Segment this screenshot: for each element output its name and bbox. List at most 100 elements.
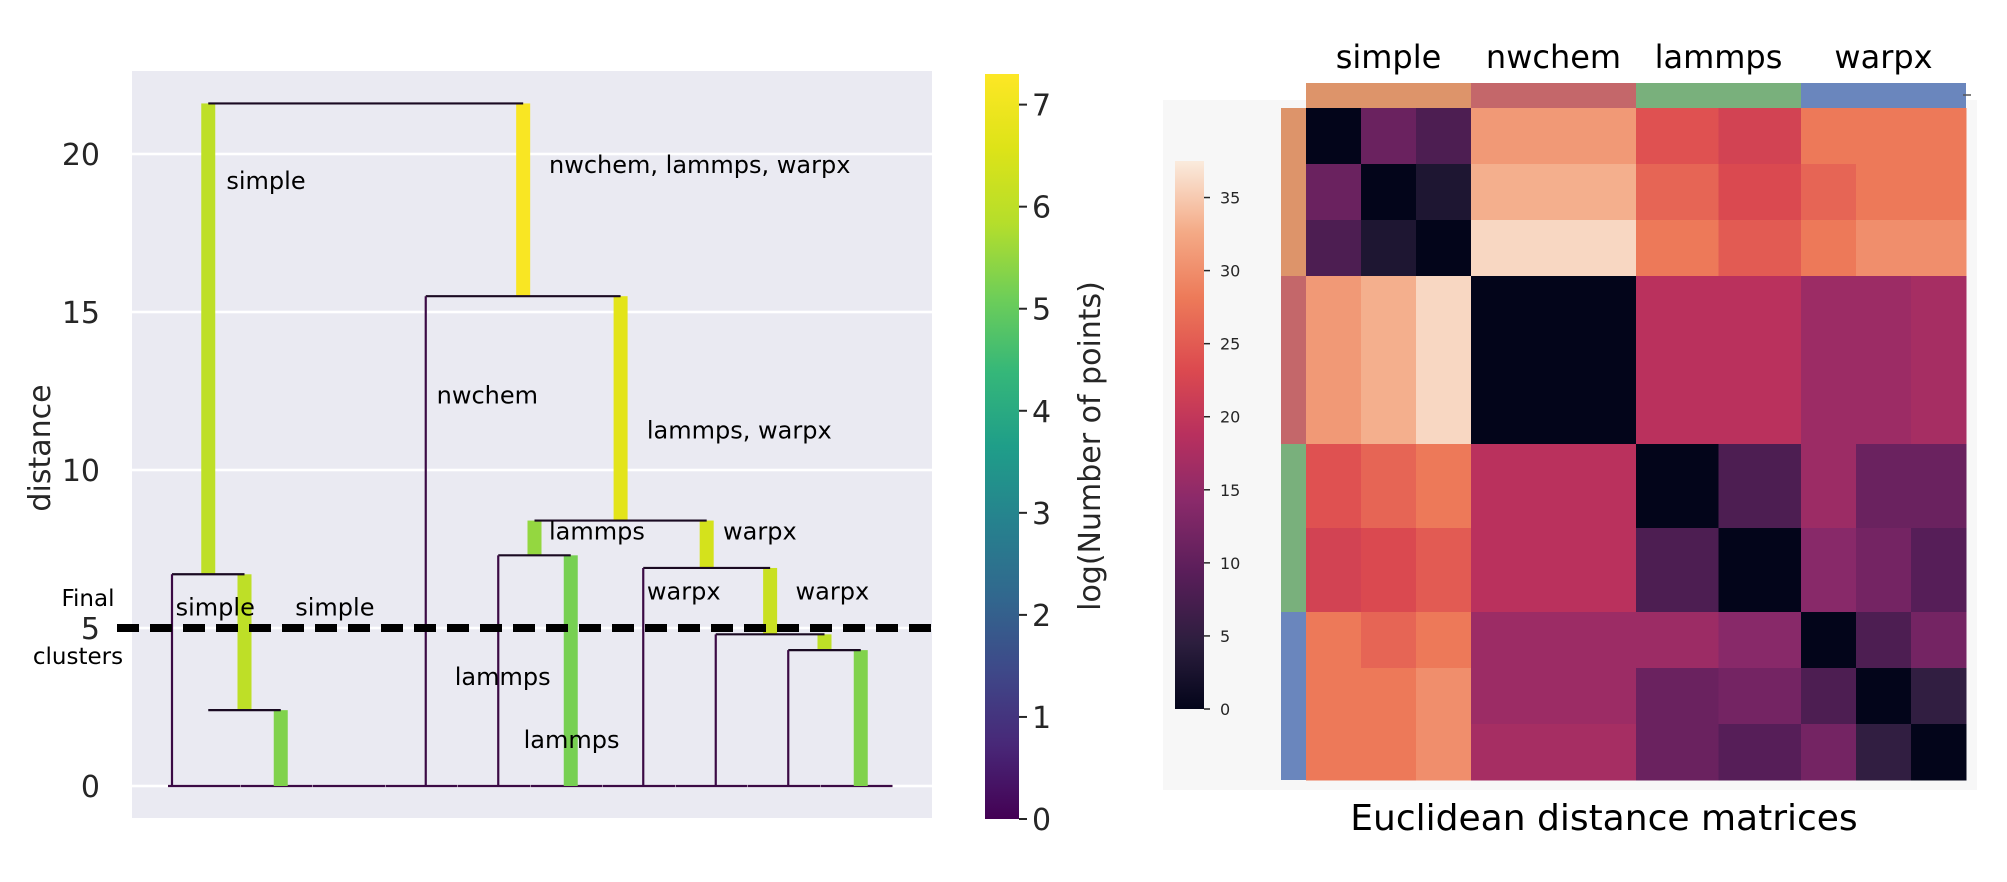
cell-6-9 xyxy=(1856,444,1912,529)
cell-3-0 xyxy=(1306,276,1362,333)
col-group-label-warpx: warpx xyxy=(1834,38,1932,76)
cell-8-3 xyxy=(1471,612,1527,669)
row-group-bar-nwchem xyxy=(1281,276,1306,444)
cell-3-2 xyxy=(1416,276,1472,333)
cell-1-10 xyxy=(1911,164,1967,221)
col-group-bar-warpx xyxy=(1801,83,1966,108)
cell-8-10 xyxy=(1911,612,1967,669)
cell-8-7 xyxy=(1718,612,1802,669)
cell-9-0 xyxy=(1306,668,1362,725)
annotation-1: nwchem, lammps, warpx xyxy=(549,151,850,179)
cell-8-1 xyxy=(1361,612,1417,669)
branch-10 xyxy=(516,103,531,297)
cell-2-6 xyxy=(1636,220,1719,277)
y-tick-label-0: 0 xyxy=(81,770,100,805)
hm-cb-tick-label-10: 10 xyxy=(1220,554,1240,573)
cell-3-4 xyxy=(1526,276,1582,333)
branch-9 xyxy=(201,103,216,575)
cell-9-9 xyxy=(1856,668,1912,725)
cell-10-3 xyxy=(1471,724,1527,781)
cell-6-6 xyxy=(1636,444,1719,529)
cell-8-6 xyxy=(1636,612,1719,669)
heatmap-title: Euclidean distance matrices xyxy=(1350,798,1857,839)
cell-5-1 xyxy=(1361,388,1417,445)
branch-0 xyxy=(273,710,288,786)
cell-5-9 xyxy=(1856,388,1912,445)
cell-0-4 xyxy=(1526,108,1582,165)
cell-8-4 xyxy=(1526,612,1582,669)
y-tick-label-15: 15 xyxy=(62,296,100,331)
cell-0-2 xyxy=(1416,108,1472,165)
cell-4-5 xyxy=(1581,332,1637,389)
branch-6 xyxy=(527,520,542,556)
cell-4-1 xyxy=(1361,332,1417,389)
cut-label-line2: clusters xyxy=(33,644,123,670)
annotation-10: lammps xyxy=(455,663,551,691)
annotation-4: lammps xyxy=(549,518,645,546)
cell-9-6 xyxy=(1636,668,1719,725)
cell-2-10 xyxy=(1911,220,1967,277)
cell-8-5 xyxy=(1581,612,1637,669)
cell-2-9 xyxy=(1856,220,1912,277)
cell-1-7 xyxy=(1718,164,1802,221)
viridis-colorbar: 0 1 2 3 4 5 6 7 log(Number of points) xyxy=(985,74,1108,838)
annotation-0: simple xyxy=(226,167,305,195)
cell-9-3 xyxy=(1471,668,1527,725)
cell-1-1 xyxy=(1361,164,1417,221)
branch-8 xyxy=(613,296,628,521)
cell-7-3 xyxy=(1471,528,1527,613)
col-group-label-lammps: lammps xyxy=(1655,38,1783,76)
cell-3-1 xyxy=(1361,276,1417,333)
annotation-6: simple xyxy=(176,593,255,621)
cell-0-0 xyxy=(1306,108,1362,165)
cell-2-3 xyxy=(1471,220,1527,277)
cell-5-5 xyxy=(1581,388,1637,445)
cb-tick-label-7: 7 xyxy=(1032,89,1051,124)
heatmap-row-color-bar xyxy=(1281,108,1306,780)
cb-tick-label-0: 0 xyxy=(1032,803,1051,838)
cell-10-1 xyxy=(1361,724,1417,781)
cell-6-10 xyxy=(1911,444,1967,529)
col-group-bar-lammps xyxy=(1636,83,1801,108)
cut-label-line1: Final xyxy=(61,586,114,612)
cell-6-1 xyxy=(1361,444,1417,529)
col-group-label-nwchem: nwchem xyxy=(1486,38,1621,76)
cell-9-2 xyxy=(1416,668,1472,725)
cell-7-0 xyxy=(1306,528,1362,613)
cell-0-1 xyxy=(1361,108,1417,165)
hm-cb-tick-label-35: 35 xyxy=(1220,189,1240,208)
annotation-3: lammps, warpx xyxy=(647,416,832,444)
y-tick-label-20: 20 xyxy=(62,138,100,173)
cell-6-3 xyxy=(1471,444,1527,529)
col-group-bar-nwchem xyxy=(1471,83,1636,108)
y-tick-label-10: 10 xyxy=(62,454,100,489)
cell-4-8 xyxy=(1801,332,1857,389)
cell-10-8 xyxy=(1801,724,1857,781)
hm-cb-tick-label-20: 20 xyxy=(1220,408,1240,427)
cell-5-3 xyxy=(1471,388,1527,445)
cell-3-6 xyxy=(1636,276,1719,333)
cell-9-1 xyxy=(1361,668,1417,725)
cell-9-10 xyxy=(1911,668,1967,725)
dendrogram-y-ticks: 0 5 10 15 20 xyxy=(62,138,100,805)
branch-2 xyxy=(817,634,832,651)
cell-0-8 xyxy=(1801,108,1857,165)
cell-4-3 xyxy=(1471,332,1527,389)
cell-7-7 xyxy=(1718,528,1802,613)
cell-6-8 xyxy=(1801,444,1857,529)
cell-3-3 xyxy=(1471,276,1527,333)
branch-1 xyxy=(853,650,868,786)
heatmap-cells xyxy=(1306,108,1967,781)
cell-7-1 xyxy=(1361,528,1417,613)
rocket-colorbar-gradient xyxy=(1175,161,1204,709)
cell-0-7 xyxy=(1718,108,1802,165)
cell-4-4 xyxy=(1526,332,1582,389)
cb-tick-label-1: 1 xyxy=(1032,701,1051,736)
cell-4-7 xyxy=(1718,332,1802,389)
heatmap-panel: simple nwchem lammps warpx 0 5 10 15 20 25 30 35 E… xyxy=(1163,38,1977,839)
cell-7-9 xyxy=(1856,528,1912,613)
hm-cb-tick-label-25: 25 xyxy=(1220,335,1240,354)
viridis-colorbar-ticks: 0 1 2 3 4 5 6 7 xyxy=(1019,89,1051,838)
y-tick-label-5: 5 xyxy=(81,612,100,647)
cell-1-4 xyxy=(1526,164,1582,221)
